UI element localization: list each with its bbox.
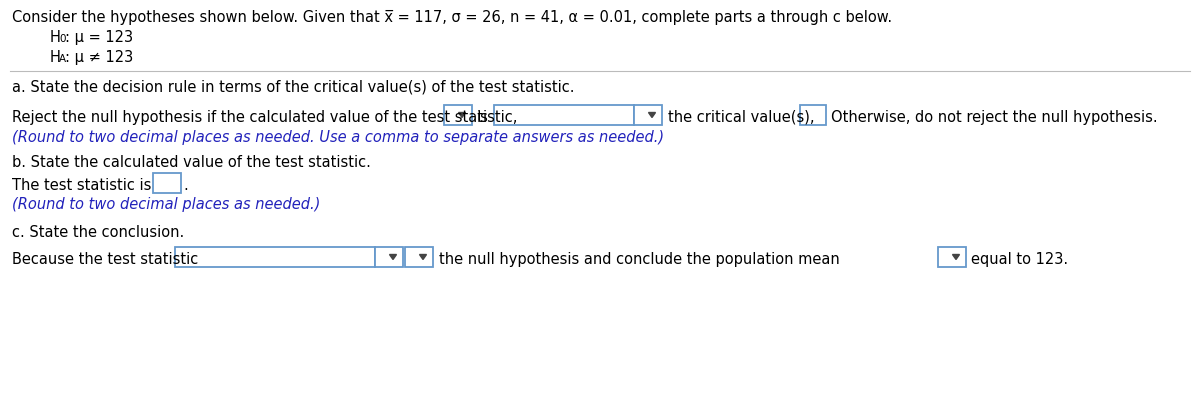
- Text: .: .: [182, 178, 187, 192]
- Text: Because the test statistic: Because the test statistic: [12, 251, 198, 266]
- Polygon shape: [458, 113, 466, 118]
- Bar: [800, 106, 826, 126]
- Bar: [406, 247, 433, 267]
- Polygon shape: [420, 255, 426, 260]
- Bar: [494, 106, 634, 126]
- Text: : μ = 123: : μ = 123: [65, 30, 133, 45]
- Polygon shape: [953, 255, 960, 260]
- Text: A: A: [59, 54, 66, 64]
- Text: Reject the null hypothesis if the calculated value of the test statistic,: Reject the null hypothesis if the calcul…: [12, 110, 517, 125]
- Text: Otherwise, do not reject the null hypothesis.: Otherwise, do not reject the null hypoth…: [830, 110, 1158, 125]
- Text: The test statistic is: The test statistic is: [12, 178, 151, 192]
- Text: H: H: [50, 50, 61, 65]
- Text: is: is: [478, 110, 488, 125]
- Text: a. State the decision rule in terms of the critical value(s) of the test statist: a. State the decision rule in terms of t…: [12, 80, 575, 95]
- Polygon shape: [390, 255, 396, 260]
- Text: b. State the calculated value of the test statistic.: b. State the calculated value of the tes…: [12, 155, 371, 170]
- Text: H: H: [50, 30, 61, 45]
- Text: equal to 123.: equal to 123.: [971, 251, 1068, 266]
- Text: 0: 0: [59, 34, 66, 44]
- Bar: [175, 247, 374, 267]
- Text: the critical value(s),: the critical value(s),: [668, 110, 815, 125]
- Text: c. State the conclusion.: c. State the conclusion.: [12, 225, 185, 239]
- Text: Consider the hypotheses shown below. Given that x̅ = 117, σ = 26, n = 41, α = 0.: Consider the hypotheses shown below. Giv…: [12, 10, 892, 25]
- Polygon shape: [648, 113, 655, 118]
- Text: : μ ≠ 123: : μ ≠ 123: [65, 50, 133, 65]
- Bar: [938, 247, 966, 267]
- Bar: [374, 247, 403, 267]
- Bar: [154, 174, 181, 194]
- Text: the null hypothesis and conclude the population mean: the null hypothesis and conclude the pop…: [439, 251, 840, 266]
- Text: (Round to two decimal places as needed. Use a comma to separate answers as neede: (Round to two decimal places as needed. …: [12, 130, 664, 145]
- Text: (Round to two decimal places as needed.): (Round to two decimal places as needed.): [12, 196, 320, 211]
- Bar: [634, 106, 662, 126]
- Bar: [444, 106, 472, 126]
